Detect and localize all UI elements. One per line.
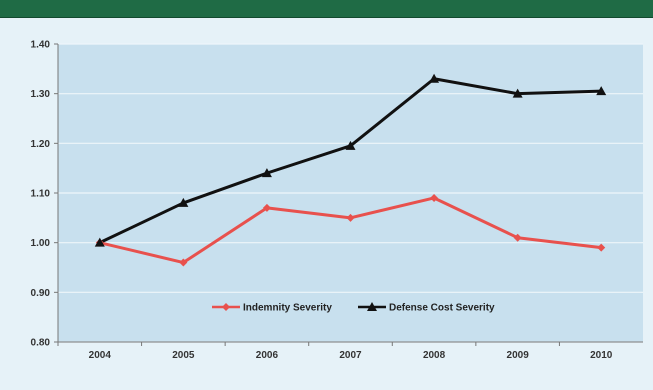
y-tick-label: 1.10 [31,189,51,200]
x-tick-label: 2007 [339,350,362,361]
triangle-marker [261,168,272,178]
triangle-marker [596,86,607,96]
x-tick-label: 2009 [507,350,530,361]
diamond-marker [430,193,439,202]
y-tick-label: 1.20 [31,139,51,150]
x-axis-tick-labels: 2004 2005 2006 2007 2008 2009 2010 [89,350,613,361]
x-tick-label: 2010 [590,350,613,361]
diamond-marker [513,233,522,242]
diamond-marker [597,243,606,252]
header-bar [0,0,653,18]
legend-label: Indemnity Severity [243,303,332,314]
legend-label: Defense Cost Severity [389,303,495,314]
x-tick-label: 2008 [423,350,446,361]
x-tick-label: 2005 [172,350,195,361]
diamond-marker [179,258,188,267]
triangle-marker [512,88,523,98]
series-markers [94,73,607,267]
line-chart: 1.401.301.201.101.000.900.80 2004 2005 200… [0,18,653,390]
axes [57,44,643,346]
x-tick-label: 2004 [89,350,112,361]
y-axis-tick-labels: 1.40 1.30 1.20 1.10 1.00 0.90 0.80 [31,40,51,349]
y-tick-label: 1.00 [31,238,51,249]
triangle-marker [429,73,440,83]
x-tick-label: 2006 [256,350,279,361]
y-tick-label: 1.30 [31,89,51,100]
diamond-marker [222,303,230,311]
triangle-marker [94,237,105,247]
y-tick-label: 1.40 [31,40,51,51]
legend: Indemnity Severity Defense Cost Severity [212,302,495,314]
triangle-marker [367,302,377,311]
diamond-marker [262,203,271,212]
triangle-marker [178,197,189,207]
diamond-marker [346,213,355,222]
y-tick-label: 0.90 [31,288,51,299]
y-tick-label: 0.80 [31,338,51,349]
triangle-marker [345,140,356,150]
